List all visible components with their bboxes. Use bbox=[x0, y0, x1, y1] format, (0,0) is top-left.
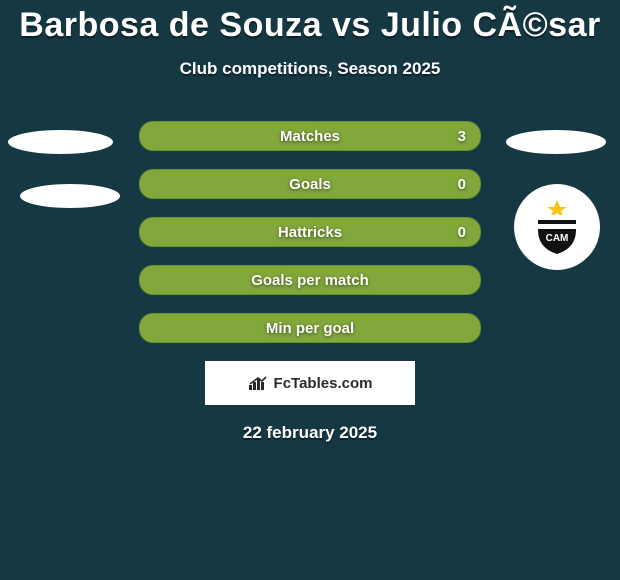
stat-row: Min per goal bbox=[0, 313, 620, 343]
stat-value: 0 bbox=[458, 176, 466, 193]
stat-bar: Hattricks 0 bbox=[139, 217, 481, 247]
right-marker-1 bbox=[506, 130, 606, 154]
stat-value: 3 bbox=[458, 128, 466, 145]
club-crest: CAM bbox=[514, 184, 600, 270]
stat-row: Goals per match bbox=[0, 265, 620, 295]
club-crest-icon: CAM bbox=[528, 198, 586, 256]
stat-label: Hattricks bbox=[278, 224, 342, 241]
attribution-logo: FcTables.com bbox=[248, 375, 373, 392]
stat-label: Matches bbox=[280, 128, 340, 145]
stat-label: Min per goal bbox=[266, 320, 354, 337]
stat-bar: Matches 3 bbox=[139, 121, 481, 151]
crest-initials: CAM bbox=[546, 233, 569, 244]
comparison-date: 22 february 2025 bbox=[0, 423, 620, 443]
stat-bar: Goals per match bbox=[139, 265, 481, 295]
stat-label: Goals bbox=[289, 176, 331, 193]
stat-value: 0 bbox=[458, 224, 466, 241]
comparison-title: Barbosa de Souza vs Julio CÃ©sar bbox=[0, 6, 620, 45]
bars-icon bbox=[248, 375, 270, 391]
left-marker-1 bbox=[8, 130, 113, 154]
left-marker-2 bbox=[20, 184, 120, 208]
attribution-box: FcTables.com bbox=[205, 361, 415, 405]
comparison-subtitle: Club competitions, Season 2025 bbox=[0, 59, 620, 79]
stat-label: Goals per match bbox=[251, 272, 369, 289]
stat-bar: Goals 0 bbox=[139, 169, 481, 199]
stat-bar: Min per goal bbox=[139, 313, 481, 343]
attribution-text: FcTables.com bbox=[274, 375, 373, 392]
